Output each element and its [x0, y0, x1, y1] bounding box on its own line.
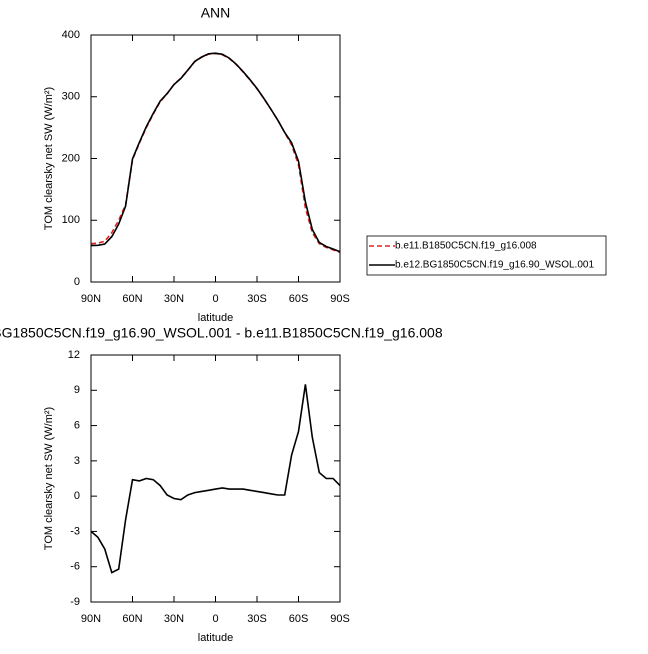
y-tick-label: 0 [74, 276, 80, 288]
x-tick-label: 90N [81, 613, 101, 625]
chart-title: .BG1850C5CN.f19_g16.90_WSOL.001 - b.e11.… [0, 325, 443, 341]
series-line [90, 52, 341, 253]
legend-label: b.e12.BG1850C5CN.f19_g16.90_WSOL.001 [395, 260, 594, 271]
y-tick-label: 200 [62, 152, 80, 164]
y-tick-label: 300 [62, 91, 80, 103]
legend-box [366, 235, 607, 276]
y-tick-label: -3 [70, 525, 80, 537]
chart-title: ANN [201, 5, 231, 21]
y-tick-label: -6 [70, 561, 80, 573]
y-tick-label: 400 [62, 29, 80, 41]
x-tick-label: 90S [330, 613, 350, 625]
plot-frame [90, 34, 341, 283]
y-tick-label: 9 [74, 384, 80, 396]
x-axis-label: latitude [198, 632, 233, 644]
x-tick-label: 30S [247, 613, 267, 625]
x-tick-label: 0 [212, 293, 218, 305]
x-tick-label: 60N [122, 613, 142, 625]
y-tick-label: -9 [70, 596, 80, 608]
y-tick-label: 0 [74, 490, 80, 502]
y-axis-label: TOM clearsky net SW (W/m²) [43, 87, 55, 230]
x-axis-label: latitude [198, 312, 233, 324]
y-tick-label: 12 [68, 349, 80, 361]
x-tick-label: 90S [330, 293, 350, 305]
x-tick-label: 90N [81, 293, 101, 305]
x-tick-label: 60S [289, 293, 309, 305]
y-tick-label: 100 [62, 214, 80, 226]
x-tick-label: 60N [122, 293, 142, 305]
x-tick-label: 30N [164, 293, 184, 305]
series-line [90, 52, 341, 254]
x-tick-label: 0 [212, 613, 218, 625]
x-tick-label: 30N [164, 613, 184, 625]
x-tick-label: 60S [289, 613, 309, 625]
x-tick-label: 30S [247, 293, 267, 305]
series-line [90, 384, 341, 574]
y-tick-label: 3 [74, 455, 80, 467]
y-axis-label: TOM clearsky net SW (W/m²) [43, 407, 55, 550]
legend-label: b.e11.B1850C5CN.f19_g16.008 [395, 241, 537, 252]
y-tick-label: 6 [74, 419, 80, 431]
plot-frame [90, 354, 341, 603]
